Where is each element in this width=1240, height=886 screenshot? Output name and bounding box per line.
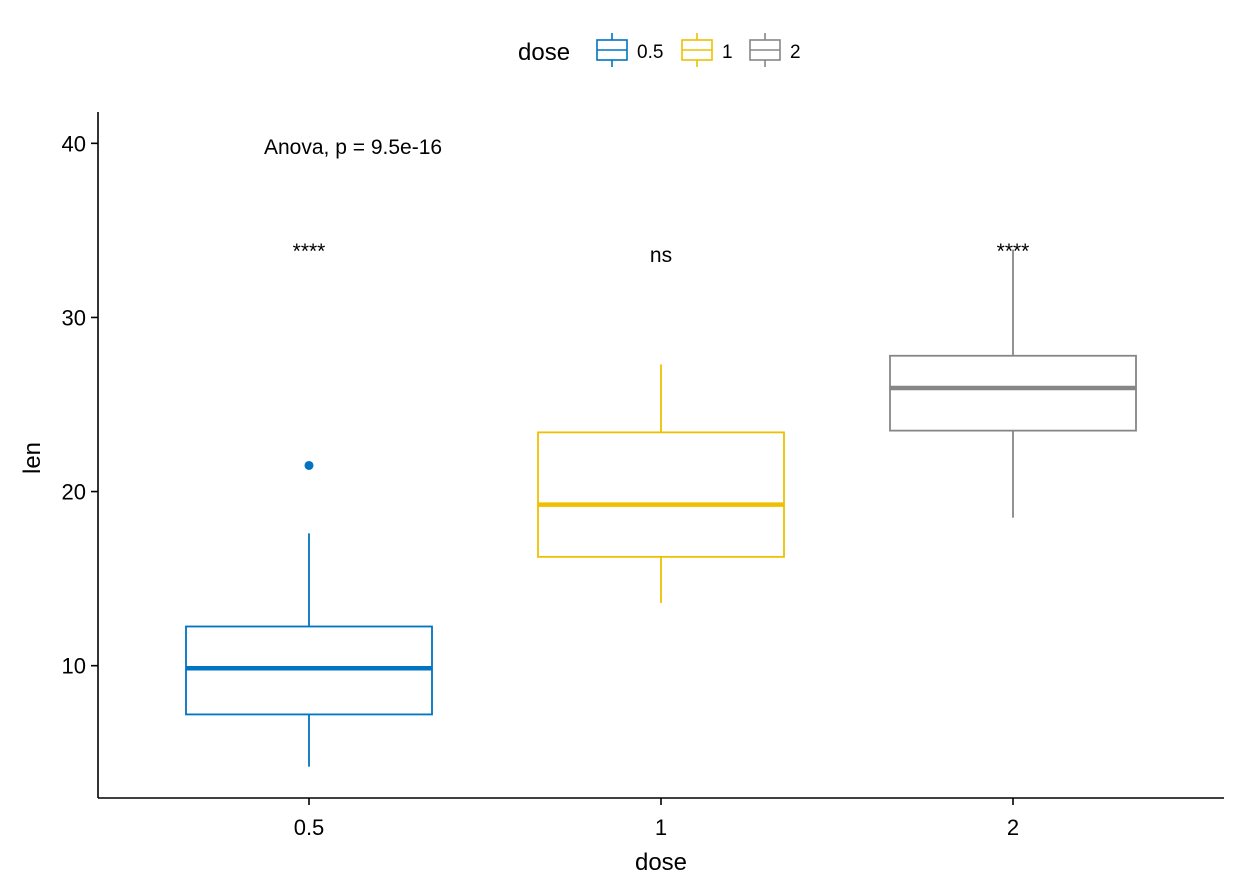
legend-label: 0.5 xyxy=(637,42,663,63)
significance-label: ns xyxy=(650,244,672,267)
boxes-layer xyxy=(185,249,1137,767)
y-tick-label: 40 xyxy=(62,131,86,156)
box-body xyxy=(889,354,1137,432)
significance-label: **** xyxy=(293,240,326,263)
legend-title: dose xyxy=(518,39,570,66)
x-tick-label: 0.5 xyxy=(294,815,325,840)
x-axis: 0.5 1 2 xyxy=(98,797,1224,840)
y-tick-label: 30 xyxy=(62,305,86,330)
significance-label: **** xyxy=(997,240,1030,263)
legend-label: 2 xyxy=(790,42,801,63)
y-ticks: 10 20 30 40 xyxy=(62,131,98,679)
y-axis: 10 20 30 40 xyxy=(62,112,99,798)
y-tick-label: 10 xyxy=(62,654,86,679)
significance-labels: **** ns **** xyxy=(293,240,1030,267)
legend-key-2: 2 xyxy=(749,33,801,67)
x-ticks: 0.5 1 2 xyxy=(294,798,1019,840)
legend-entries: 0.5 1 2 xyxy=(596,33,801,67)
y-tick-label: 20 xyxy=(62,480,86,505)
y-axis-title: len xyxy=(19,442,46,474)
x-tick-label: 2 xyxy=(1007,815,1019,840)
box-2 xyxy=(889,249,1137,518)
outlier-point xyxy=(304,460,314,470)
legend: dose 0.5 1 2 xyxy=(518,33,801,67)
legend-key-0.5: 0.5 xyxy=(596,33,663,67)
anova-label: Anova, p = 9.5e-16 xyxy=(264,136,442,159)
box-0.5 xyxy=(185,460,433,767)
legend-key-1: 1 xyxy=(681,33,733,67)
box-1 xyxy=(537,364,785,603)
x-tick-label: 1 xyxy=(655,815,667,840)
x-axis-title: dose xyxy=(635,849,687,876)
box-body xyxy=(537,431,785,558)
legend-label: 1 xyxy=(722,42,733,63)
